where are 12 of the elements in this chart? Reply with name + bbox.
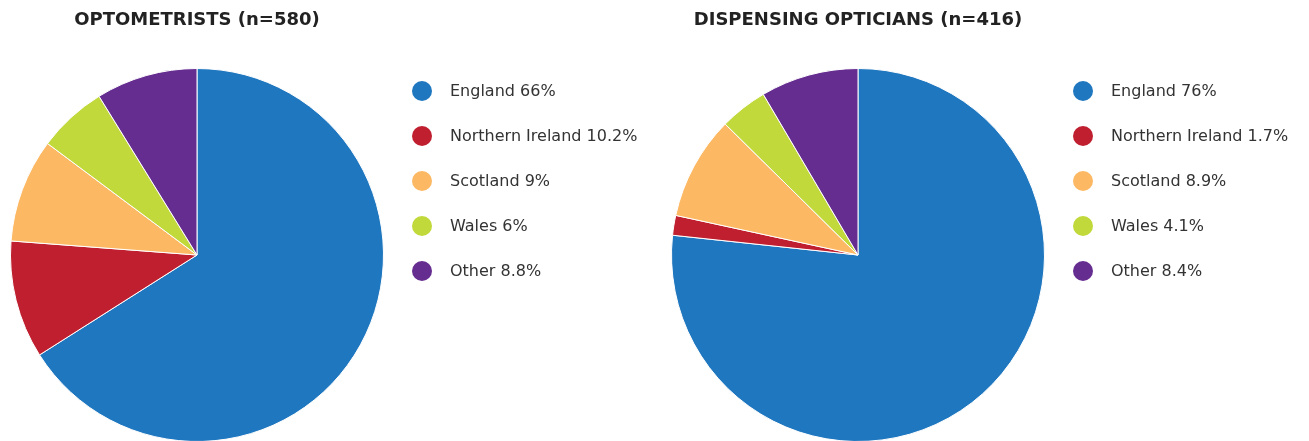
legend-label: Other 8.8%	[450, 261, 542, 280]
legend-label: England 76%	[1111, 81, 1217, 100]
chart-title: OPTOMETRISTS (n=580)	[73, 8, 321, 29]
legend-label: England 66%	[450, 81, 556, 100]
legend-label: Scotland 8.9%	[1111, 171, 1227, 190]
legend-label: Scotland 9%	[450, 171, 551, 190]
legend-label: Northern Ireland 1.7%	[1111, 126, 1289, 145]
chart-title: DISPENSING OPTICIANS (n=416)	[692, 8, 1024, 29]
legend-label: Northern Ireland 10.2%	[450, 126, 638, 145]
legend-label: Wales 6%	[450, 216, 528, 235]
legend-label: Other 8.4%	[1111, 261, 1203, 280]
legend-label: Wales 4.1%	[1111, 216, 1204, 235]
